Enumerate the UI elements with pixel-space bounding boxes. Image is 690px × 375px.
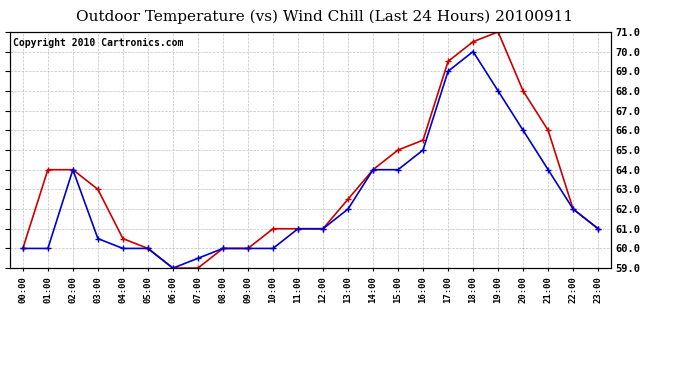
Text: Outdoor Temperature (vs) Wind Chill (Last 24 Hours) 20100911: Outdoor Temperature (vs) Wind Chill (Las… bbox=[76, 9, 573, 24]
Text: Copyright 2010 Cartronics.com: Copyright 2010 Cartronics.com bbox=[13, 38, 184, 48]
